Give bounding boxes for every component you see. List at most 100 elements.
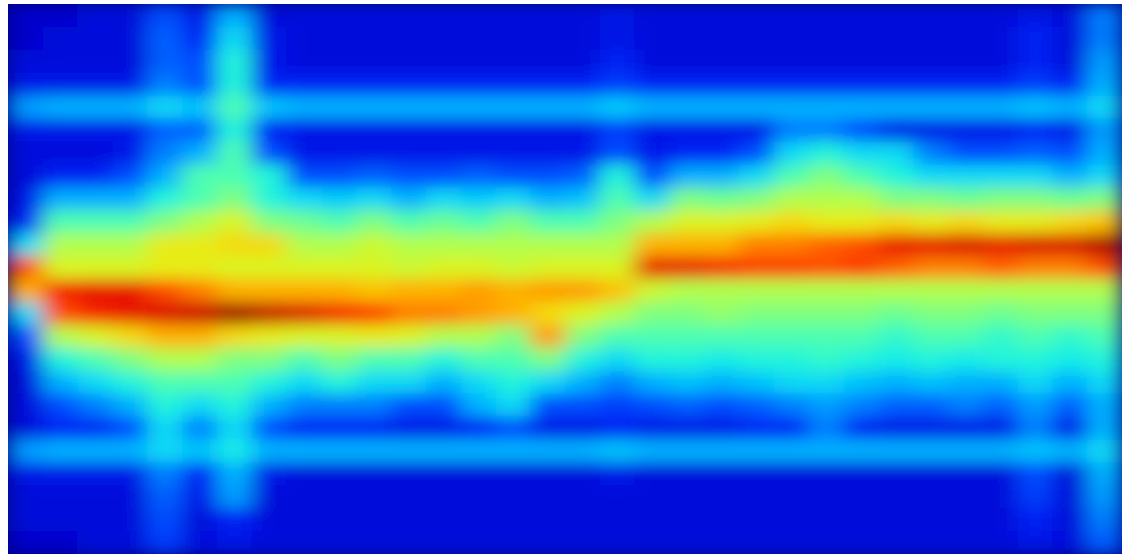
heatmap-cell	[948, 394, 983, 418]
heatmap-cell	[844, 27, 879, 51]
heatmap-cell	[600, 50, 635, 74]
heatmap-cell	[321, 256, 356, 280]
heatmap-cell	[530, 187, 565, 211]
heatmap-cell	[983, 371, 1018, 395]
heatmap-cell	[844, 73, 879, 97]
heatmap-cell	[913, 302, 948, 326]
heatmap-cell	[356, 394, 391, 418]
heatmap-cell	[600, 119, 635, 143]
heatmap-cell	[669, 187, 704, 211]
heatmap-cell	[948, 439, 983, 463]
heatmap-cell	[1018, 73, 1053, 97]
heatmap-cell	[1087, 187, 1122, 211]
heatmap-cell	[356, 325, 391, 349]
heatmap-cell	[844, 508, 879, 532]
heatmap-cell	[112, 142, 147, 166]
heatmap-cell	[878, 233, 913, 257]
heatmap-cell	[391, 119, 426, 143]
heatmap-cell	[287, 233, 322, 257]
heatmap-cell	[112, 27, 147, 51]
heatmap-cells	[8, 4, 1122, 554]
heatmap-cell	[983, 96, 1018, 120]
heatmap-cell	[147, 279, 182, 303]
heatmap-cell	[844, 348, 879, 372]
heatmap-cell	[182, 142, 217, 166]
heatmap-cell	[287, 73, 322, 97]
heatmap-cell	[321, 50, 356, 74]
heatmap-cell	[530, 485, 565, 509]
heatmap-cell	[774, 462, 809, 486]
heatmap-cell	[461, 325, 496, 349]
heatmap-cell	[217, 210, 252, 234]
heatmap-cell	[1052, 439, 1087, 463]
heatmap-cell	[878, 142, 913, 166]
heatmap-cell	[356, 348, 391, 372]
heatmap-cell	[809, 73, 844, 97]
heatmap-cell	[8, 439, 43, 463]
heatmap-cell	[287, 210, 322, 234]
heatmap-cell	[704, 96, 739, 120]
heatmap-cell	[287, 462, 322, 486]
heatmap-cell	[635, 4, 670, 28]
heatmap-cell	[1052, 164, 1087, 188]
heatmap-cell	[844, 256, 879, 280]
heatmap-cell	[356, 119, 391, 143]
heatmap-cell	[426, 485, 461, 509]
heatmap-cell	[252, 439, 287, 463]
heatmap-cell	[391, 462, 426, 486]
heatmap-cell	[530, 164, 565, 188]
heatmap-cell	[530, 371, 565, 395]
heatmap-cell	[530, 96, 565, 120]
heatmap-cell	[182, 439, 217, 463]
heatmap-cell	[600, 508, 635, 532]
heatmap-cell	[1018, 439, 1053, 463]
heatmap-cell	[1052, 394, 1087, 418]
heatmap-cell	[1087, 119, 1122, 143]
heatmap-cell	[774, 279, 809, 303]
heatmap-cell	[356, 256, 391, 280]
heatmap-cell	[983, 256, 1018, 280]
heatmap-cell	[287, 119, 322, 143]
heatmap-cell	[321, 164, 356, 188]
heatmap-cell	[669, 4, 704, 28]
heatmap-cell	[669, 279, 704, 303]
heatmap-cell	[983, 531, 1018, 554]
heatmap-cell	[948, 119, 983, 143]
heatmap-cell	[217, 233, 252, 257]
heatmap-cell	[809, 371, 844, 395]
heatmap-cell	[948, 485, 983, 509]
heatmap-cell	[565, 371, 600, 395]
heatmap-cell	[739, 187, 774, 211]
heatmap-cell	[356, 371, 391, 395]
heatmap-cell	[43, 187, 78, 211]
heatmap-cell	[1087, 27, 1122, 51]
heatmap-cell	[321, 417, 356, 441]
heatmap-cell	[8, 394, 43, 418]
heatmap-cell	[739, 256, 774, 280]
heatmap-cell	[182, 371, 217, 395]
heatmap-cell	[391, 50, 426, 74]
heatmap-cell	[600, 394, 635, 418]
heatmap-cell	[252, 96, 287, 120]
heatmap-cell	[913, 119, 948, 143]
heatmap-cell	[112, 256, 147, 280]
heatmap-cell	[321, 187, 356, 211]
heatmap-cell	[739, 325, 774, 349]
heatmap-cell	[704, 439, 739, 463]
heatmap-cell	[704, 73, 739, 97]
heatmap-cell	[356, 302, 391, 326]
heatmap-cell	[739, 4, 774, 28]
heatmap-cell	[1087, 96, 1122, 120]
heatmap-cell	[43, 531, 78, 554]
heatmap-cell	[530, 233, 565, 257]
heatmap-cell	[983, 508, 1018, 532]
heatmap-cell	[78, 210, 113, 234]
heatmap-cell	[217, 508, 252, 532]
heatmap-cell	[217, 485, 252, 509]
heatmap-cell	[565, 348, 600, 372]
heatmap-cell	[495, 439, 530, 463]
heatmap-cell	[356, 164, 391, 188]
heatmap-cell	[252, 394, 287, 418]
heatmap-cell	[426, 325, 461, 349]
heatmap-cell	[1018, 27, 1053, 51]
